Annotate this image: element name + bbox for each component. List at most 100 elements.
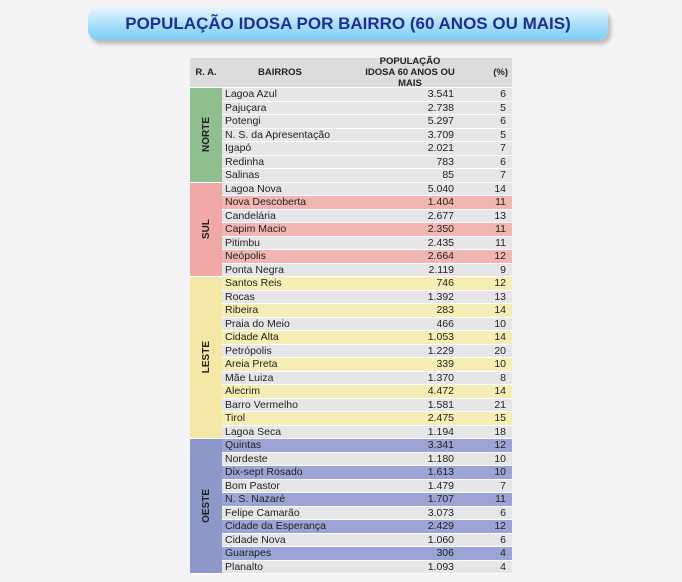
cell: 7 — [500, 142, 506, 154]
region-rows: Santos Reis 746 12 Rocas 1.392 13 Ribeira 283 14… — [222, 277, 512, 439]
region: NORTE Lagoa Azul 3.541 6 Pajuçara 2.738 5 Poten… — [190, 88, 512, 183]
table-row: Capim Macio 2.350 11 — [222, 223, 512, 237]
cell: 1.707 — [427, 493, 454, 505]
region: LESTE Santos Reis 746 12 Rocas 1.392 13 Ribeira… — [190, 277, 512, 439]
table-row: Pajuçara 2.738 5 — [222, 101, 512, 115]
table: R. A. BAIRROS POPULAÇÃO IDOSA 60 ANOS OU M… — [190, 56, 512, 574]
cell: Potengi — [225, 115, 261, 127]
cell: 10 — [494, 317, 506, 330]
cell: Dix-sept Rosado — [225, 466, 303, 478]
cell: 1.229 — [427, 344, 454, 357]
cell: Ribeira — [225, 304, 259, 316]
cell: 2.435 — [427, 236, 454, 249]
cell: 6 — [500, 506, 506, 519]
cell: Guarapes — [225, 547, 272, 559]
cell: 2.475 — [427, 412, 454, 424]
cell: Cidade Nova — [225, 533, 286, 546]
cell: 7 — [500, 169, 506, 181]
cell: 2.677 — [427, 209, 454, 222]
cell: Praia do Meio — [225, 317, 290, 330]
cell: 746 — [436, 277, 454, 289]
header-cell: R. A. — [195, 67, 217, 78]
cell: 3.341 — [427, 439, 454, 451]
cell: 13 — [494, 290, 506, 303]
cell: Capim Macio — [225, 223, 287, 235]
cell: Lagoa Seca — [225, 425, 282, 438]
cell: 13 — [494, 209, 506, 222]
cell: Pajuçara — [225, 101, 267, 114]
cell: Ponta Negra — [225, 263, 284, 276]
cell: 3.073 — [427, 506, 454, 519]
cell: Barro Vermelho — [225, 398, 298, 411]
table-row: Petrópolis 1.229 20 — [222, 344, 512, 358]
cell: 6 — [500, 533, 506, 546]
region-name: OESTE — [200, 489, 212, 523]
cell: 466 — [436, 317, 454, 330]
cell: 1.194 — [427, 425, 454, 438]
cell: 20 — [494, 344, 506, 357]
cell: N. S. Nazaré — [225, 493, 286, 505]
table-row: Candelária 2.677 13 — [222, 209, 512, 223]
cell: 6 — [500, 88, 506, 100]
cell: 3.541 — [427, 88, 454, 100]
cell: 14 — [494, 304, 506, 316]
cell: Candelária — [225, 209, 276, 222]
cell: 1.370 — [427, 371, 454, 384]
region-name: NORTE — [200, 117, 212, 153]
cell: 11 — [495, 493, 506, 505]
cell: 4.472 — [427, 385, 454, 397]
table-row: N. S. Nazaré 1.707 11 — [222, 493, 512, 507]
header-cell: (%) — [493, 67, 508, 78]
cell: 2.738 — [427, 101, 454, 114]
cell: 6 — [500, 115, 506, 127]
cell: Nordeste — [225, 452, 268, 465]
table-row: Salinas 85 7 — [222, 169, 512, 183]
table-row: Mãe Luiza 1.370 8 — [222, 371, 512, 385]
cell: Bom Pastor — [225, 479, 280, 492]
cell: 14 — [494, 331, 506, 343]
table-row: Lagoa Nova 5.040 14 — [222, 182, 512, 196]
cell: 9 — [500, 263, 506, 276]
cell: Cidade da Esperança — [225, 520, 326, 532]
region-label: SUL — [190, 182, 222, 277]
cell: 11 — [495, 223, 506, 235]
region-label: LESTE — [190, 277, 222, 439]
table-row: Santos Reis 746 12 — [222, 277, 512, 291]
cell: Lagoa Nova — [225, 182, 282, 195]
cell: Pitimbu — [225, 236, 261, 249]
table-row: Alecrim 4.472 14 — [222, 385, 512, 399]
table-row: Lagoa Seca 1.194 18 — [222, 425, 512, 439]
table-row: Areia Preta 339 10 — [222, 358, 512, 372]
cell: 12 — [494, 439, 506, 451]
cell: 10 — [494, 466, 506, 478]
table-row: Lagoa Azul 3.541 6 — [222, 88, 512, 102]
cell: 5.040 — [427, 182, 454, 195]
table-row: Quintas 3.341 12 — [222, 439, 512, 453]
cell: 4 — [500, 547, 506, 559]
table-row: Nova Descoberta 1.404 11 — [222, 196, 512, 210]
table-row: Ribeira 283 14 — [222, 304, 512, 318]
region-label: OESTE — [190, 439, 222, 574]
cell: 7 — [500, 479, 506, 492]
cell: 21 — [494, 398, 506, 411]
region-rows: Lagoa Azul 3.541 6 Pajuçara 2.738 5 Potengi 5.2… — [222, 88, 512, 183]
cell: 14 — [494, 385, 506, 397]
cell: Cidade Alta — [225, 331, 279, 343]
cell: 283 — [436, 304, 454, 316]
cell: 2.021 — [427, 142, 454, 154]
cell: Quintas — [225, 439, 262, 451]
table-row: Igapó 2.021 7 — [222, 142, 512, 156]
region-label: NORTE — [190, 88, 222, 183]
table-row: Guarapes 306 4 — [222, 547, 512, 561]
region-name: LESTE — [200, 341, 212, 374]
cell: 2.119 — [428, 263, 455, 276]
cell: 1.613 — [427, 466, 454, 478]
table-row: Cidade da Esperança 2.429 12 — [222, 520, 512, 534]
cell: 12 — [494, 277, 506, 289]
cell: N. S. da Apresentação — [225, 128, 331, 141]
cell: 8 — [500, 371, 506, 384]
cell: 2.350 — [427, 223, 454, 235]
cell: 1.060 — [427, 533, 454, 546]
region-rows: Quintas 3.341 12 Nordeste 1.180 10 Dix-sept Ro… — [222, 439, 512, 574]
